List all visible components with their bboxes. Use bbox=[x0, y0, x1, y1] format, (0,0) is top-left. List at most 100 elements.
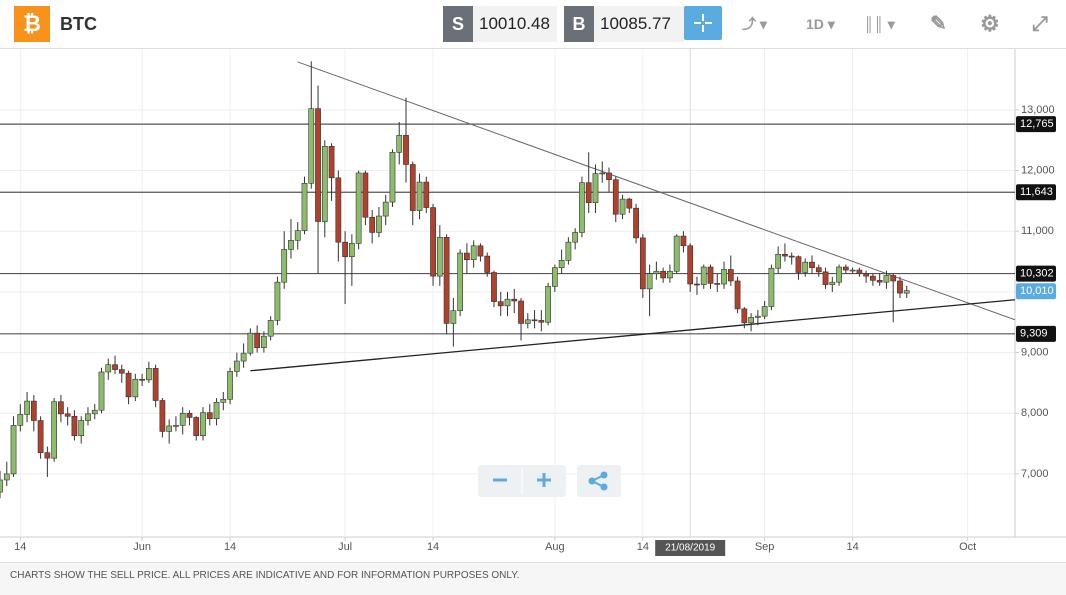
candle-body bbox=[497, 301, 504, 307]
candle-body bbox=[254, 332, 261, 349]
candle-body bbox=[558, 260, 565, 268]
share-dot bbox=[600, 483, 608, 491]
chart-type-button[interactable]: ⤴ ▾ bbox=[742, 16, 767, 32]
crosshair-label: 21/08/2019 bbox=[665, 543, 715, 554]
candle-body bbox=[464, 252, 470, 261]
candle-body bbox=[335, 177, 342, 243]
level-label: 11,643 bbox=[1020, 186, 1053, 198]
candle-body bbox=[321, 145, 328, 222]
buy-label[interactable]: B bbox=[564, 6, 594, 42]
level-label: 9,309 bbox=[1020, 328, 1048, 340]
candle-body bbox=[382, 201, 389, 217]
candle-body bbox=[294, 230, 301, 241]
candle-body bbox=[152, 368, 159, 401]
candle-body bbox=[626, 198, 633, 209]
candle-body bbox=[139, 378, 145, 381]
candle-body bbox=[44, 452, 51, 459]
candle-body bbox=[897, 280, 903, 294]
candle-body bbox=[436, 236, 443, 277]
candle-body bbox=[775, 253, 782, 269]
candle-body bbox=[166, 425, 173, 432]
share-dot bbox=[588, 477, 596, 485]
candle-body bbox=[694, 283, 700, 286]
x-tick-label: Oct bbox=[959, 541, 976, 553]
candle-body bbox=[308, 108, 315, 184]
share-button[interactable] bbox=[577, 465, 621, 497]
candle-body bbox=[721, 269, 727, 285]
crosshair-button[interactable] bbox=[684, 6, 722, 40]
candle-body bbox=[727, 269, 734, 282]
candle-body bbox=[125, 372, 132, 398]
candle-body bbox=[443, 236, 450, 324]
candle-body bbox=[815, 267, 822, 273]
draw-button[interactable]: ✎ bbox=[930, 13, 947, 35]
candle-body bbox=[200, 412, 206, 436]
candle-body bbox=[186, 412, 193, 418]
collapse-button[interactable]: ⤢ bbox=[1032, 13, 1048, 35]
candle-body bbox=[741, 308, 748, 324]
candle-body bbox=[754, 315, 761, 318]
candle-body bbox=[281, 249, 288, 283]
x-tick-label: Sep bbox=[755, 541, 775, 553]
candle-body bbox=[599, 172, 606, 175]
level-label-box bbox=[1016, 184, 1056, 201]
candle-body bbox=[17, 414, 24, 426]
sell-price[interactable]: 10010.48 bbox=[473, 6, 557, 42]
settings-button[interactable]: ⚙ bbox=[980, 11, 1000, 36]
candle-body bbox=[71, 415, 78, 436]
candle-body bbox=[409, 164, 416, 211]
candle-body bbox=[782, 253, 788, 257]
candle-body bbox=[809, 261, 815, 268]
candle-body bbox=[511, 298, 518, 302]
candle-body bbox=[646, 273, 653, 290]
candle-body bbox=[240, 352, 247, 362]
candle-body bbox=[585, 182, 592, 204]
candle-body bbox=[883, 275, 890, 283]
buy-price[interactable]: 10085.77 bbox=[594, 6, 684, 42]
zoom-in[interactable] bbox=[537, 473, 551, 487]
candle-body bbox=[220, 398, 227, 403]
x-tick-label: Jun bbox=[133, 541, 151, 553]
candle-body bbox=[98, 371, 105, 411]
interval-button[interactable]: 1D ▾ bbox=[806, 16, 835, 32]
candle-body bbox=[504, 298, 511, 307]
candle-body bbox=[673, 235, 680, 272]
candle-body bbox=[64, 413, 71, 417]
x-tick-label: 14 bbox=[637, 541, 649, 553]
candle-body bbox=[524, 319, 531, 324]
candle-body bbox=[403, 135, 409, 165]
x-tick-label: 14 bbox=[846, 541, 858, 553]
sell-label[interactable]: S bbox=[443, 6, 473, 42]
candle-body bbox=[484, 255, 491, 273]
candle-body bbox=[389, 152, 396, 203]
candle-body bbox=[274, 281, 281, 321]
candle-body bbox=[10, 425, 17, 475]
candle-body bbox=[795, 256, 802, 273]
candle-type-button[interactable]: ║║ ▾ bbox=[864, 16, 895, 32]
candle-body bbox=[633, 207, 639, 239]
candle-body bbox=[213, 402, 220, 419]
candle-body bbox=[538, 320, 545, 323]
candle-body bbox=[876, 280, 883, 283]
candle-body bbox=[105, 364, 112, 373]
candle-body bbox=[734, 280, 741, 310]
candle-body bbox=[261, 335, 267, 349]
y-tick-label: 13,000 bbox=[1021, 104, 1055, 116]
candle-body bbox=[78, 420, 85, 436]
candle-body bbox=[267, 320, 274, 337]
candle-body bbox=[328, 145, 335, 179]
candle-body bbox=[551, 267, 558, 287]
x-tick-label: 14 bbox=[14, 541, 26, 553]
candle-body bbox=[233, 360, 240, 372]
candle-body bbox=[612, 179, 619, 215]
candle-body bbox=[903, 290, 910, 294]
candle-body bbox=[193, 417, 200, 436]
candle-body bbox=[707, 266, 714, 284]
x-tick-label: 14 bbox=[427, 541, 439, 553]
candle-body bbox=[518, 300, 524, 324]
candle-body bbox=[842, 266, 849, 271]
candle-body bbox=[457, 252, 464, 312]
candle-body bbox=[376, 215, 382, 233]
y-tick-label: 12,000 bbox=[1021, 164, 1055, 176]
